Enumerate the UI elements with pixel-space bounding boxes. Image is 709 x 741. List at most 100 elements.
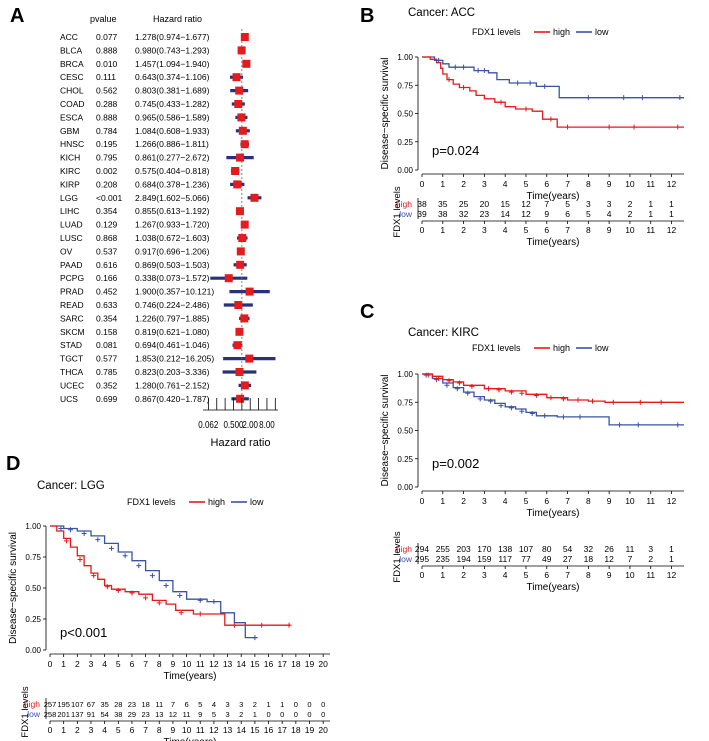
km-y-tick-label: 1.00 xyxy=(397,370,413,379)
km-risk-x-tick-label: 18 xyxy=(291,725,301,735)
km-risk-x-tick-label: 13 xyxy=(223,725,233,735)
km-x-tick-label: 8 xyxy=(157,659,162,669)
km-risk-high-count: 80 xyxy=(542,544,552,554)
km-risk-low-count: 235 xyxy=(436,554,450,564)
km-high-censor-mark xyxy=(259,622,265,628)
km-risk-low-count: 5 xyxy=(212,710,216,719)
forest-row-pvalue: 0.166 xyxy=(96,273,118,283)
panel-label-b: B xyxy=(360,5,374,27)
km-x-tick-label: 6 xyxy=(544,496,549,506)
km-low-censor-mark xyxy=(136,563,142,569)
forest-row-hazard-ratio: 0.917(0.696−1.206) xyxy=(135,246,210,256)
km-risk-high-count: 35 xyxy=(438,199,448,209)
km-x-tick-label: 5 xyxy=(524,496,529,506)
km-y-axis-label: Disease−specific survival xyxy=(380,58,391,170)
forest-row-cancer: READ xyxy=(60,300,84,310)
km-risk-low-count: 194 xyxy=(456,554,470,564)
km-risk-table-title: FDX1 levels xyxy=(392,531,403,582)
forest-point xyxy=(234,301,243,309)
forest-row-pvalue: 0.352 xyxy=(96,380,118,390)
forest-row-pvalue: 0.888 xyxy=(96,112,118,122)
forest-row-hazard-ratio: 0.869(0.503−1.503) xyxy=(135,260,210,270)
forest-point xyxy=(250,193,259,202)
km-x-tick-label: 5 xyxy=(524,179,529,189)
km-risk-low-count: 91 xyxy=(87,710,95,719)
km-low-censor-mark xyxy=(67,527,73,533)
forest-point xyxy=(235,207,244,216)
forest-row-hazard-ratio: 0.861(0.277−2.672) xyxy=(135,153,210,163)
km-x-tick-label: 3 xyxy=(482,496,487,506)
km-low-censor-mark xyxy=(635,422,641,428)
forest-row-cancer: PAAD xyxy=(60,260,83,270)
km-high-censor-mark xyxy=(658,399,664,405)
forest-row-pvalue: 0.577 xyxy=(96,354,118,364)
km-risk-x-tick-label: 9 xyxy=(607,570,612,580)
km-x-tick-label: 4 xyxy=(503,179,508,189)
km-risk-high-count: 3 xyxy=(586,199,591,209)
km-y-tick-label: 1.00 xyxy=(25,522,41,531)
km-low-censor-mark xyxy=(519,408,525,414)
km-legend-high-label: high xyxy=(208,497,225,507)
km-high-censor-mark xyxy=(436,376,442,382)
forest-row-pvalue: 0.354 xyxy=(96,206,118,216)
km-risk-x-tick-label: 17 xyxy=(277,725,287,735)
forest-row-cancer: UCS xyxy=(60,394,78,404)
km-x-tick-label: 3 xyxy=(89,659,94,669)
forest-point xyxy=(236,260,245,269)
forest-row-pvalue: 0.077 xyxy=(96,32,118,42)
km-risk-x-tick-label: 9 xyxy=(607,225,612,235)
km-risk-high-count: 1 xyxy=(266,700,270,709)
km-risk-high-count: 203 xyxy=(456,544,470,554)
forest-row-pvalue: 0.129 xyxy=(96,220,118,230)
forest-row-cancer: LIHC xyxy=(60,206,79,216)
km-risk-low-count: 2 xyxy=(628,209,633,219)
km-risk-x-tick-label: 19 xyxy=(305,725,315,735)
km-risk-high-count: 7 xyxy=(544,199,549,209)
km-risk-high-count: 2 xyxy=(253,700,257,709)
km-risk-low-count: 49 xyxy=(542,554,552,564)
km-high-censor-mark xyxy=(456,380,462,386)
forest-row-cancer: HNSC xyxy=(60,139,84,149)
km-risk-x-tick-label: 3 xyxy=(482,225,487,235)
km-pvalue: p<0.001 xyxy=(60,625,107,640)
km-risk-high-count: 26 xyxy=(604,544,614,554)
km-x-axis-label: Time(years) xyxy=(527,191,580,202)
km-risk-high-count: 107 xyxy=(519,544,533,554)
km-risk-high-count: 2 xyxy=(628,199,633,209)
km-x-tick-label: 2 xyxy=(461,496,466,506)
km-risk-x-tick-label: 5 xyxy=(524,225,529,235)
forest-row-pvalue: 0.111 xyxy=(96,72,116,82)
km-high-censor-mark xyxy=(486,386,492,392)
km-high-censor-mark xyxy=(469,383,475,389)
forest-row-hazard-ratio: 0.819(0.621−1.080) xyxy=(135,327,210,337)
km-risk-x-tick-label: 2 xyxy=(461,225,466,235)
forest-point xyxy=(245,354,254,363)
km-risk-low-count: 13 xyxy=(155,710,163,719)
km-risk-low-count: 1 xyxy=(253,710,257,719)
km-y-tick-label: 0.25 xyxy=(397,455,413,464)
forest-point xyxy=(238,234,247,242)
km-low-curve xyxy=(422,56,684,99)
km-risk-low-count: 18 xyxy=(584,554,594,564)
forest-row-hazard-ratio: 1.278(0.974−1.677) xyxy=(135,32,210,42)
forest-row-cancer: BRCA xyxy=(60,59,84,69)
forest-row-pvalue: 0.784 xyxy=(96,126,118,136)
forest-row-hazard-ratio: 0.855(0.613−1.192) xyxy=(135,206,210,216)
km-high-censor-mark xyxy=(523,106,529,112)
km-risk-low-count: 14 xyxy=(500,209,510,219)
km-high-curve xyxy=(50,525,291,626)
forest-row-pvalue: 0.195 xyxy=(96,139,118,149)
km-low-censor-mark xyxy=(508,405,514,411)
km-x-axis-label: Time(years) xyxy=(527,508,580,519)
km-high-censor-mark xyxy=(548,116,554,122)
km-y-tick-label: 0.25 xyxy=(397,138,413,147)
km-low-censor-mark xyxy=(163,583,169,589)
forest-row-hazard-ratio: 0.980(0.743−1.293) xyxy=(135,45,210,55)
km-risk-low-count: 12 xyxy=(521,209,531,219)
km-title: Cancer: ACC xyxy=(408,7,475,19)
km-high-censor-mark xyxy=(231,622,237,628)
km-risk-x-tick-label: 10 xyxy=(625,570,635,580)
forest-row-hazard-ratio: 1.038(0.672−1.603) xyxy=(135,233,210,243)
km-x-tick-label: 6 xyxy=(544,179,549,189)
